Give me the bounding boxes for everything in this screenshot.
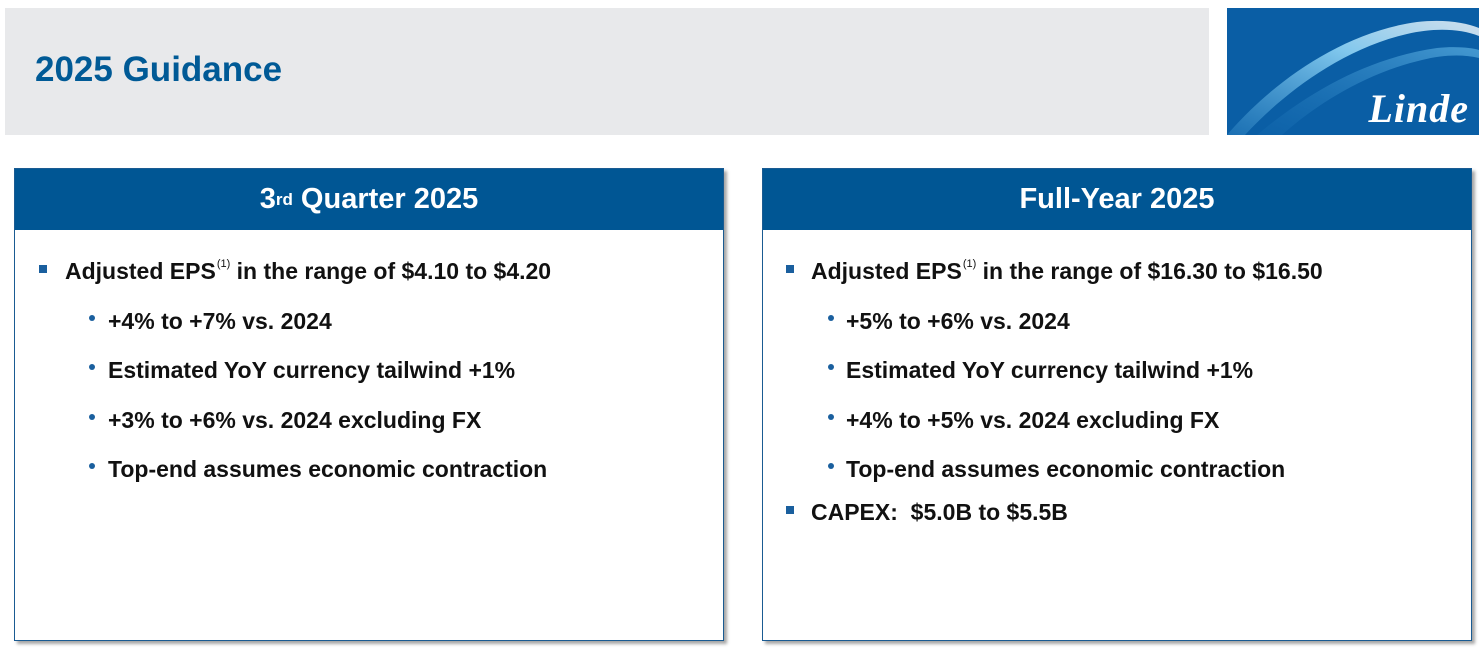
list-item-sub: +3% to +6% vs. 2024 excluding FX bbox=[108, 407, 482, 433]
dot-bullet-icon bbox=[828, 414, 834, 420]
logo-wordmark: Linde bbox=[1368, 86, 1469, 131]
list-item-sub: +4% to +5% vs. 2024 excluding FX bbox=[846, 407, 1220, 433]
logo-swoosh-icon bbox=[1227, 20, 1479, 135]
eps-label: Adjusted EPS bbox=[65, 258, 216, 284]
square-bullet-icon bbox=[786, 506, 794, 514]
eps-range: in the range of $16.30 to $16.50 bbox=[976, 258, 1323, 284]
footnote-marker: (1) bbox=[216, 258, 231, 270]
list-item-main: Adjusted EPS(1) in the range of $4.10 to… bbox=[65, 258, 552, 284]
eps-label: Adjusted EPS bbox=[811, 258, 962, 284]
panel-full-year: Full-Year 2025 Adjusted EPS(1) in the ra… bbox=[762, 168, 1472, 641]
panel-quarter-title-num: 3 bbox=[259, 183, 276, 215]
list-item-capex: CAPEX: $5.0B to $5.5B bbox=[811, 499, 1068, 525]
dot-bullet-icon bbox=[89, 364, 95, 370]
dot-bullet-icon bbox=[828, 463, 834, 469]
list-item-sub: +5% to +6% vs. 2024 bbox=[846, 308, 1070, 334]
list-item-sub: +4% to +7% vs. 2024 bbox=[108, 308, 332, 334]
eps-range: in the range of $4.10 to $4.20 bbox=[230, 258, 552, 284]
footnote-marker: (1) bbox=[962, 258, 977, 270]
dot-bullet-icon bbox=[89, 414, 95, 420]
list-item-sub: Estimated YoY currency tailwind +1% bbox=[846, 357, 1254, 383]
list-item-sub: Estimated YoY currency tailwind +1% bbox=[108, 357, 516, 383]
square-bullet-icon bbox=[786, 265, 794, 273]
dot-bullet-icon bbox=[828, 315, 834, 321]
title-bar: 2025 Guidance bbox=[5, 8, 1209, 135]
dot-bullet-icon bbox=[828, 364, 834, 370]
list-item-sub: Top-end assumes economic contraction bbox=[108, 456, 548, 482]
page-title: 2025 Guidance bbox=[35, 50, 283, 89]
linde-logo: Linde bbox=[1227, 8, 1479, 135]
list-item-sub: Top-end assumes economic contraction bbox=[846, 456, 1286, 482]
dot-bullet-icon bbox=[89, 315, 95, 321]
panel-quarter-title-text: Quarter 2025 bbox=[292, 183, 479, 215]
square-bullet-icon bbox=[39, 265, 47, 273]
dot-bullet-icon bbox=[89, 463, 95, 469]
list-item-main: Adjusted EPS(1) in the range of $16.30 t… bbox=[811, 258, 1323, 284]
panel-full-year-header: Full-Year 2025 bbox=[763, 169, 1471, 230]
